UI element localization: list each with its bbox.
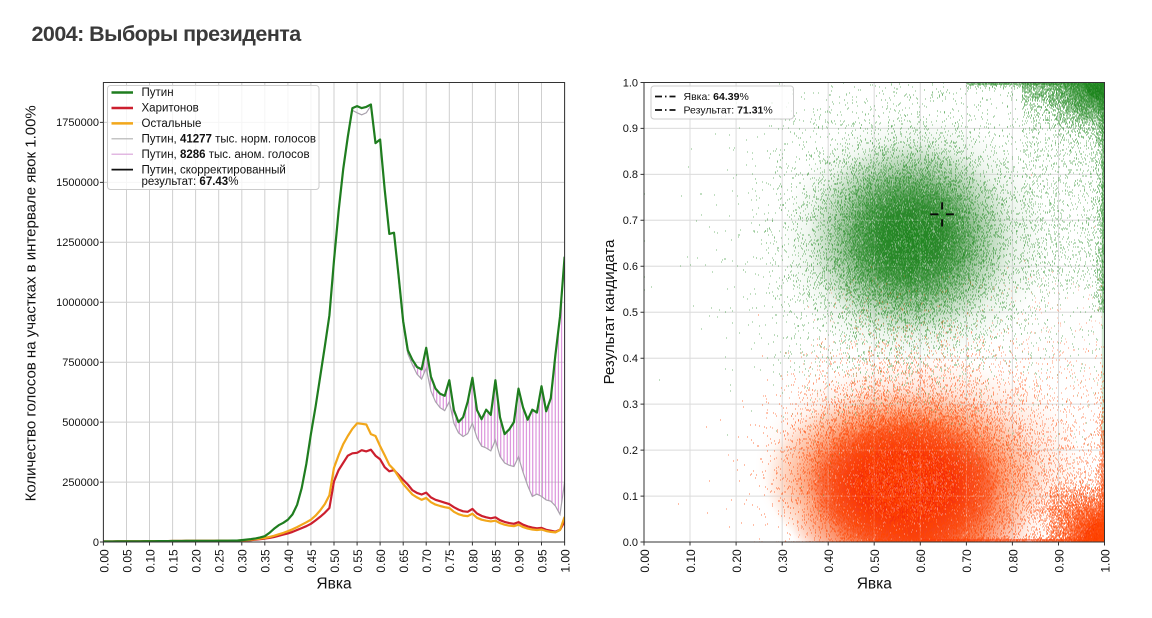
svg-text:0.00: 0.00 bbox=[638, 549, 652, 573]
svg-text:0.85: 0.85 bbox=[489, 549, 503, 573]
svg-text:0.20: 0.20 bbox=[190, 549, 204, 573]
svg-text:0.40: 0.40 bbox=[282, 549, 296, 573]
svg-text:0.9: 0.9 bbox=[623, 123, 638, 135]
svg-text:0: 0 bbox=[93, 537, 99, 549]
svg-text:Явка: 64.39%: Явка: 64.39% bbox=[684, 91, 749, 103]
svg-text:0.30: 0.30 bbox=[236, 549, 250, 573]
svg-text:0.80: 0.80 bbox=[466, 549, 480, 573]
svg-text:0.30: 0.30 bbox=[776, 549, 790, 573]
svg-text:0.90: 0.90 bbox=[1052, 549, 1066, 573]
svg-text:250000: 250000 bbox=[62, 477, 99, 489]
svg-text:0.0: 0.0 bbox=[623, 537, 638, 549]
svg-text:Количество голосов на участках: Количество голосов на участках в интерва… bbox=[23, 105, 40, 501]
svg-text:0.70: 0.70 bbox=[960, 549, 974, 573]
svg-text:0.20: 0.20 bbox=[730, 549, 744, 573]
svg-text:0.2: 0.2 bbox=[623, 445, 638, 457]
svg-text:0.60: 0.60 bbox=[914, 549, 928, 573]
svg-text:Путин: Путин bbox=[142, 87, 174, 99]
svg-text:0.8: 0.8 bbox=[623, 169, 638, 181]
svg-text:Явка: Явка bbox=[316, 576, 352, 593]
svg-text:Путин, 41277 тыс. норм. голосо: Путин, 41277 тыс. норм. голосов bbox=[142, 134, 316, 146]
svg-text:1.00: 1.00 bbox=[1098, 549, 1112, 573]
svg-text:0.55: 0.55 bbox=[351, 549, 365, 573]
svg-text:0.3: 0.3 bbox=[623, 399, 638, 411]
svg-text:1500000: 1500000 bbox=[56, 177, 99, 189]
svg-text:1.0: 1.0 bbox=[623, 77, 638, 89]
svg-text:0.25: 0.25 bbox=[213, 549, 227, 573]
svg-text:0.75: 0.75 bbox=[443, 549, 457, 573]
svg-text:0.60: 0.60 bbox=[374, 549, 388, 573]
svg-text:0.4: 0.4 bbox=[623, 353, 638, 365]
svg-text:0.1: 0.1 bbox=[623, 491, 638, 503]
svg-text:1.00: 1.00 bbox=[559, 549, 573, 573]
svg-text:0.00: 0.00 bbox=[97, 549, 111, 573]
svg-text:0.65: 0.65 bbox=[397, 549, 411, 573]
svg-text:0.6: 0.6 bbox=[623, 261, 638, 273]
svg-text:1250000: 1250000 bbox=[56, 237, 99, 249]
svg-text:0.35: 0.35 bbox=[259, 549, 273, 573]
svg-text:Остальные: Остальные bbox=[142, 118, 202, 130]
svg-text:Явка: Явка bbox=[857, 576, 893, 593]
svg-text:1000000: 1000000 bbox=[56, 297, 99, 309]
svg-text:0.45: 0.45 bbox=[305, 549, 319, 573]
svg-text:750000: 750000 bbox=[62, 357, 99, 369]
svg-text:500000: 500000 bbox=[62, 417, 99, 429]
svg-text:Результат: 71.31%: Результат: 71.31% bbox=[684, 105, 773, 117]
svg-text:Путин, скорректированный: Путин, скорректированный bbox=[142, 164, 286, 176]
svg-text:результат: 67.43%: результат: 67.43% bbox=[142, 176, 239, 188]
svg-text:Харитонов: Харитонов bbox=[142, 103, 199, 115]
svg-text:1750000: 1750000 bbox=[56, 117, 99, 129]
svg-text:0.5: 0.5 bbox=[623, 307, 638, 319]
svg-text:0.10: 0.10 bbox=[143, 549, 157, 573]
svg-text:0.50: 0.50 bbox=[868, 549, 882, 573]
svg-text:0.95: 0.95 bbox=[535, 549, 549, 573]
svg-text:Результат кандидата: Результат кандидата bbox=[601, 239, 618, 385]
svg-text:Путин, 8286 тыс. аном. голосов: Путин, 8286 тыс. аном. голосов bbox=[142, 149, 310, 161]
svg-text:0.7: 0.7 bbox=[623, 215, 638, 227]
svg-text:0.15: 0.15 bbox=[167, 549, 181, 573]
svg-text:0.10: 0.10 bbox=[684, 549, 698, 573]
svg-text:0.70: 0.70 bbox=[420, 549, 434, 573]
svg-text:0.40: 0.40 bbox=[822, 549, 836, 573]
svg-text:0.80: 0.80 bbox=[1006, 549, 1020, 573]
svg-text:0.05: 0.05 bbox=[120, 549, 134, 573]
svg-text:0.50: 0.50 bbox=[328, 549, 342, 573]
svg-text:0.90: 0.90 bbox=[512, 549, 526, 573]
